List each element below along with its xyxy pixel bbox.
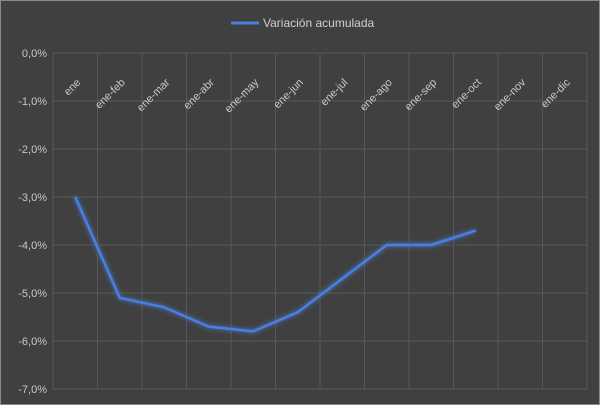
y-tick-label: -4,0% bbox=[18, 240, 47, 252]
x-tick-label: ene-jul bbox=[319, 77, 351, 109]
x-tick-label: ene-ago bbox=[358, 77, 395, 114]
y-tick-label: -5,0% bbox=[18, 288, 47, 300]
x-tick-label: ene-feb bbox=[93, 77, 128, 112]
y-tick-label: -3,0% bbox=[18, 192, 47, 204]
x-tick-label: ene-may bbox=[223, 76, 262, 115]
y-tick-label: -7,0% bbox=[18, 384, 47, 396]
x-tick-label: ene-jun bbox=[271, 77, 305, 111]
x-tick-label: ene bbox=[62, 77, 83, 98]
y-tick-label: -2,0% bbox=[18, 144, 47, 156]
y-tick-label: 0,0% bbox=[22, 48, 47, 60]
x-tick-label: ene-sep bbox=[403, 77, 440, 114]
y-tick-label: -6,0% bbox=[18, 336, 47, 348]
x-tick-label: ene-dic bbox=[539, 76, 573, 110]
y-tick-label: -1,0% bbox=[18, 96, 47, 108]
legend-label: Variación acumulada bbox=[263, 16, 375, 30]
x-tick-label: ene-nov bbox=[492, 76, 529, 113]
series-line bbox=[74, 196, 477, 333]
x-tick-label: ene-oct bbox=[449, 77, 483, 111]
legend: Variación acumulada bbox=[231, 16, 375, 30]
x-tick-label: ene-mar bbox=[135, 76, 173, 114]
